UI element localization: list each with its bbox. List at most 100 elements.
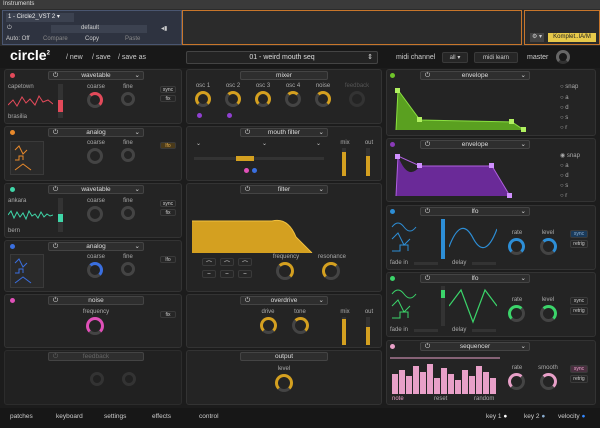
power-icon[interactable]: ⏻ xyxy=(425,141,431,148)
analog1-wave-selector[interactable] xyxy=(10,141,44,175)
lfo2-rate-knob[interactable] xyxy=(508,305,525,322)
chevron-down-icon[interactable]: ⌄ xyxy=(134,243,140,250)
sequencer-header[interactable]: ⏻ sequencer ⌄ xyxy=(420,342,530,351)
filter-slope-3[interactable]: ⌣ xyxy=(238,270,252,278)
filter-type-highpass[interactable]: ⌒ xyxy=(238,258,252,268)
chevron-down-icon[interactable]: ⌄ xyxy=(520,141,526,148)
wavetable1-header[interactable]: ⏻ wavetable ⌄ xyxy=(48,71,144,80)
envelope2-option-r[interactable]: ○ r xyxy=(560,193,568,199)
envelope1-option-a[interactable]: ○ a xyxy=(560,95,569,101)
overdrive-mix-slider[interactable] xyxy=(342,317,346,345)
wavetable2-wave-top[interactable]: ankara xyxy=(8,198,27,204)
power-icon[interactable]: ⏻ xyxy=(53,243,59,250)
chevron-down-icon[interactable]: ⌄ xyxy=(262,141,268,147)
overdrive-out-slider[interactable] xyxy=(366,317,370,345)
mixer-osc1-knob[interactable] xyxy=(195,91,211,107)
wavetable1-fix-button[interactable]: fix xyxy=(160,95,176,102)
wavetable1-position-slider[interactable] xyxy=(58,84,63,118)
filter-header[interactable]: ⏻ filter ⌄ xyxy=(240,185,328,194)
wavetable2-fine-knob[interactable] xyxy=(121,206,135,220)
tab-settings[interactable]: settings xyxy=(104,413,127,420)
lfo2-delay-slider[interactable] xyxy=(472,329,496,332)
lfo1-level-knob[interactable] xyxy=(540,238,557,255)
chevron-down-icon[interactable]: ⌄ xyxy=(196,141,202,147)
lfo1-shape-selector[interactable] xyxy=(390,219,438,257)
lfo2-fade-in-slider[interactable] xyxy=(414,329,438,332)
copy-button[interactable]: Copy xyxy=(85,36,100,42)
gear-icon[interactable]: ⚙ ▾ xyxy=(530,33,544,42)
filter-slope-2[interactable]: ⌣ xyxy=(220,270,234,278)
sequencer-smooth-knob[interactable] xyxy=(540,373,557,390)
power-icon[interactable]: ⏻ xyxy=(53,353,59,360)
chevron-down-icon[interactable]: ⌄ xyxy=(520,275,526,282)
menu-save-as[interactable]: / save as xyxy=(118,54,147,61)
envelope1-option-r[interactable]: ○ r xyxy=(560,125,568,131)
analog1-header[interactable]: ⏻ analog ⌄ xyxy=(48,128,144,137)
analog2-wave-selector[interactable] xyxy=(10,254,44,288)
power-icon[interactable]: ⏻ xyxy=(53,186,59,193)
power-icon[interactable]: ⏻ xyxy=(53,129,59,136)
power-icon[interactable]: ⏻ xyxy=(425,343,431,350)
noise-header[interactable]: ⏻ noise xyxy=(48,296,144,305)
mixer-osc4-knob[interactable] xyxy=(285,91,301,107)
lfo1-header[interactable]: ⏻ lfo ⌄ xyxy=(420,207,530,216)
analog1-lfo-button[interactable]: lfo xyxy=(160,142,176,149)
sequencer-note-label[interactable]: note xyxy=(392,396,404,402)
power-icon[interactable]: ⏻ xyxy=(245,186,251,193)
filter-type-lowpass[interactable]: ⌒ xyxy=(202,258,216,268)
overdrive-drive-knob[interactable] xyxy=(260,317,277,334)
feedback-knob-1[interactable] xyxy=(90,372,104,386)
wavetable2-sync-button[interactable]: sync xyxy=(160,200,176,207)
menu-save[interactable]: / save xyxy=(92,54,111,61)
tab-control[interactable]: control xyxy=(199,413,219,420)
envelope1-header[interactable]: ⏻ envelope ⌄ xyxy=(420,71,530,80)
wavetable2-position-slider[interactable] xyxy=(58,198,63,232)
envelope1-option-d[interactable]: ○ d xyxy=(560,105,569,111)
midi-learn-button[interactable]: midi learn xyxy=(474,52,518,63)
feedback-knob-2[interactable] xyxy=(122,372,136,386)
chevron-down-icon[interactable]: ⌄ xyxy=(520,208,526,215)
chevron-down-icon[interactable]: ⌄ xyxy=(134,186,140,193)
master-knob[interactable] xyxy=(556,50,570,64)
analog2-fine-knob[interactable] xyxy=(121,262,135,276)
auto-button[interactable]: Auto: Off xyxy=(6,36,30,42)
sequencer-sync-button[interactable]: sync xyxy=(570,365,588,373)
chevron-down-icon[interactable]: ⌄ xyxy=(316,141,322,147)
power-icon[interactable]: ⏻ xyxy=(425,208,431,215)
filter-type-bandpass[interactable]: ⌒ xyxy=(220,258,234,268)
power-icon[interactable]: ⏻ xyxy=(425,72,431,79)
filter-resonance-knob[interactable] xyxy=(322,262,340,280)
lfo1-delay-slider[interactable] xyxy=(472,262,496,265)
output-level-knob[interactable] xyxy=(275,374,293,392)
lfo2-sync-button[interactable]: sync xyxy=(570,297,588,305)
mixer-noise-knob[interactable] xyxy=(315,91,331,107)
power-icon[interactable]: ⏻ xyxy=(7,25,12,31)
sequencer-retrig-button[interactable]: retrig xyxy=(570,375,588,383)
overdrive-tone-knob[interactable] xyxy=(292,317,309,334)
mouth-filter-out-slider[interactable] xyxy=(366,148,370,176)
chevron-down-icon[interactable]: ⌄ xyxy=(520,343,526,350)
overdrive-header[interactable]: ⏻ overdrive ⌄ xyxy=(240,296,328,305)
envelope2-option-s[interactable]: ○ s xyxy=(560,183,569,189)
analog2-header[interactable]: ⏻ analog ⌄ xyxy=(48,242,144,251)
analog1-coarse-knob[interactable] xyxy=(87,148,103,164)
mixer-osc3-knob[interactable] xyxy=(255,91,271,107)
sequencer-reset-label[interactable]: reset xyxy=(434,396,448,402)
lfo2-header[interactable]: ⏻ lfo ⌄ xyxy=(420,274,530,283)
mouth-filter-morph-slider[interactable] xyxy=(194,156,324,161)
mouth-filter-mix-slider[interactable] xyxy=(342,148,346,176)
lfo1-shape-slider[interactable] xyxy=(441,219,445,259)
wavetable1-wave-bottom[interactable]: brasilia xyxy=(8,114,28,120)
filter-slope-1[interactable]: ⌣ xyxy=(202,270,216,278)
wavetable1-fine-knob[interactable] xyxy=(121,92,135,106)
analog2-coarse-knob[interactable] xyxy=(87,262,103,278)
noise-fix-button[interactable]: fix xyxy=(160,311,176,318)
power-icon[interactable]: ⏻ xyxy=(245,129,251,136)
wavetable1-coarse-knob[interactable] xyxy=(87,92,103,108)
chevron-down-icon[interactable]: ⌄ xyxy=(318,297,324,304)
envelope1-option-s[interactable]: ○ s xyxy=(560,115,569,121)
mixer-osc2-knob[interactable] xyxy=(225,91,241,107)
compare-button[interactable]: Compare xyxy=(43,36,68,42)
power-icon[interactable]: ⏻ xyxy=(245,297,251,304)
lfo1-rate-knob[interactable] xyxy=(508,238,525,255)
